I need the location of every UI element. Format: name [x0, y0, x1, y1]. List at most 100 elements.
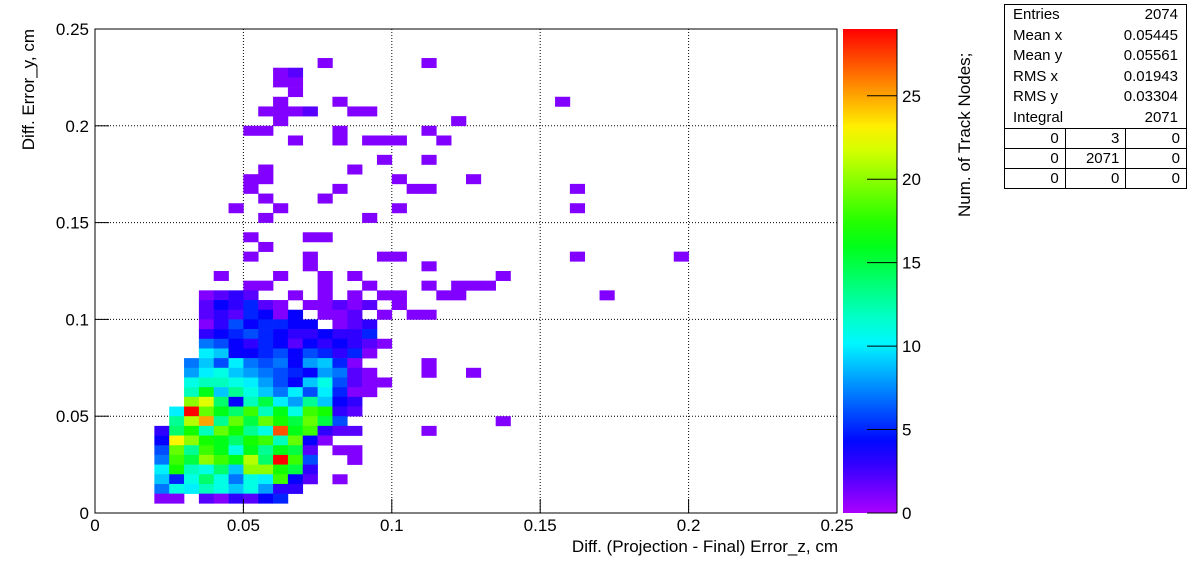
stats-grid-cell: 0 [1050, 130, 1059, 147]
cell [184, 396, 200, 407]
cell [302, 396, 318, 407]
cell [228, 483, 244, 494]
cell [347, 358, 363, 369]
cell [228, 319, 244, 330]
cell [273, 116, 289, 127]
cell [184, 406, 200, 417]
cell [302, 406, 318, 417]
cell [317, 425, 333, 436]
cell [347, 445, 363, 456]
cell [273, 271, 289, 281]
cell [421, 154, 437, 165]
cell [258, 474, 274, 485]
cell [258, 300, 274, 311]
cell [495, 416, 511, 427]
cell [243, 406, 259, 417]
x-tick-label: 0.1 [380, 516, 404, 535]
stats-value: 0.01943 [1123, 67, 1178, 85]
cell [451, 116, 467, 127]
cell [273, 435, 289, 446]
cell [258, 348, 274, 359]
cell [198, 319, 215, 330]
cell [198, 445, 215, 456]
cell [213, 396, 229, 407]
cell [332, 387, 348, 398]
cell [228, 367, 244, 378]
cell [317, 358, 333, 369]
cell [569, 251, 586, 262]
cell [243, 319, 259, 330]
cell [169, 483, 185, 494]
cell [198, 416, 215, 427]
cell [154, 435, 170, 446]
cell [287, 454, 304, 465]
cell [287, 290, 304, 301]
cell [317, 300, 333, 311]
cell [273, 425, 289, 436]
stats-label: Entries [1013, 6, 1060, 23]
cell [228, 416, 244, 427]
cell [213, 367, 229, 378]
cell [258, 387, 274, 398]
cell [258, 358, 274, 369]
cell [184, 416, 200, 427]
cell [273, 96, 289, 107]
cell [317, 338, 333, 349]
cell [258, 106, 274, 117]
cell [273, 319, 289, 330]
cell [421, 367, 437, 378]
cell [213, 445, 229, 456]
cell [302, 367, 318, 378]
stats-row: Integral 2071 [1005, 108, 1186, 129]
cell [302, 329, 318, 340]
x-tick-label: 0.25 [820, 516, 853, 535]
cell [391, 300, 407, 311]
cell [362, 300, 378, 311]
stats-row: RMS x 0.01943 [1005, 67, 1186, 88]
cell [332, 445, 348, 456]
cell [213, 464, 229, 475]
cell [184, 387, 200, 398]
cell [287, 483, 304, 494]
cell [302, 358, 318, 369]
cell [569, 203, 586, 214]
cell [273, 377, 289, 388]
cell [287, 445, 304, 456]
z-axis-title: Num. of Track Nodes; [955, 53, 974, 217]
cell [391, 203, 407, 214]
cell [362, 329, 378, 340]
cell [480, 280, 496, 291]
z-tick-label: 10 [902, 337, 921, 356]
cell [243, 338, 259, 349]
cell [258, 445, 274, 456]
cell [466, 280, 482, 291]
cell [213, 319, 229, 330]
cell [287, 77, 304, 88]
cell [258, 435, 274, 446]
cell [258, 125, 274, 136]
cell [302, 445, 318, 456]
cell [198, 338, 215, 349]
stats-row: Mean x 0.05445 [1005, 26, 1186, 47]
cell [243, 358, 259, 369]
cell [198, 406, 215, 417]
cell [302, 232, 318, 243]
cell [228, 406, 244, 417]
cell [347, 454, 363, 465]
cell [332, 319, 348, 330]
cell [184, 445, 200, 456]
cell [243, 174, 259, 185]
cell [332, 329, 348, 340]
cell [213, 387, 229, 398]
cell [287, 464, 304, 475]
cell [347, 396, 363, 407]
cell [184, 377, 200, 388]
cell [273, 416, 289, 427]
cell [273, 338, 289, 349]
cell [258, 241, 274, 252]
cell [213, 454, 229, 465]
cell [198, 290, 215, 301]
stats-value: 0.05445 [1123, 26, 1178, 44]
cell [184, 483, 200, 494]
stats-label: RMS x [1013, 67, 1058, 85]
